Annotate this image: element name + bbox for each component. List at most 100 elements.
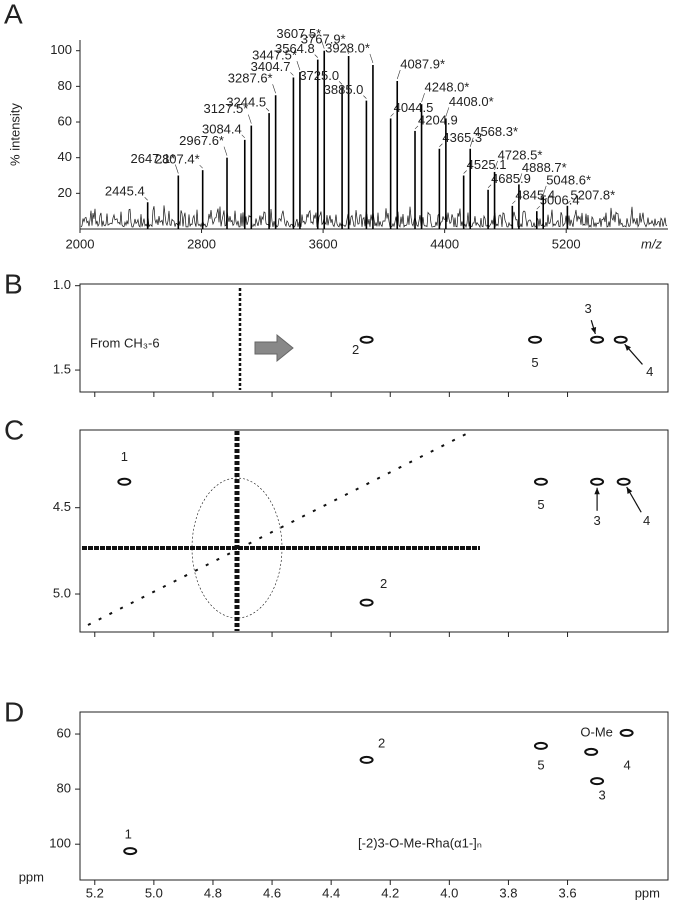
peak-label: 5	[537, 497, 544, 512]
x-axis-label: ppm	[635, 885, 660, 900]
noise	[80, 205, 668, 229]
leader-line	[345, 44, 349, 55]
leader-line	[320, 39, 325, 49]
peak-label: 2	[378, 735, 385, 750]
leader-line	[248, 114, 252, 124]
peak-label: 3127.5*	[203, 101, 248, 116]
arrow-head	[626, 486, 633, 494]
cross-peak	[584, 747, 599, 756]
y-tick-label: 60	[58, 113, 72, 128]
peak-label: 2807.4*	[155, 152, 200, 167]
peak-label: 4044.5	[394, 100, 434, 115]
y-tick-label: 100	[49, 836, 71, 851]
leader-line	[421, 93, 425, 103]
cross-peak	[590, 777, 605, 786]
leader-line	[494, 160, 498, 171]
leader-line	[290, 72, 294, 76]
panel-letter: A	[4, 0, 23, 29]
peak-label: 3885.0	[324, 82, 364, 97]
leader-line	[144, 197, 148, 201]
peak-label: 3767.9*	[301, 31, 346, 46]
peak-label: 3244.5	[226, 95, 266, 110]
peak-label: 4845.4	[515, 187, 555, 202]
peak-label: 3928.0*	[325, 40, 370, 55]
y-tick-label: 1.5	[53, 362, 71, 377]
x-tick-label: 5200	[552, 236, 581, 251]
x-tick-label: 3.8	[499, 885, 517, 900]
y-tick-label: 1.0	[53, 277, 71, 292]
peak-label: 3607.5*	[276, 26, 321, 41]
panel-letter: D	[4, 696, 24, 727]
arrow-head	[594, 487, 600, 495]
leader-line	[414, 125, 419, 130]
leader-line	[175, 164, 179, 174]
peak-label: 3	[593, 513, 600, 528]
leader-line	[363, 95, 367, 99]
leader-line	[390, 113, 394, 117]
arrow	[254, 333, 294, 363]
leader-line	[241, 134, 245, 139]
leader-line	[369, 53, 374, 64]
peak-label: 4568.3*	[473, 124, 518, 139]
peak-label: 3725.0	[299, 68, 339, 83]
panel-letter: C	[4, 414, 24, 445]
leader-line	[542, 185, 547, 196]
peak-label: 4	[624, 757, 631, 772]
cross-peak	[533, 477, 548, 486]
cross-peak	[533, 741, 548, 750]
leader-line	[199, 164, 203, 169]
peak-label: 5207.8*	[570, 187, 615, 202]
y-tick-label: 80	[57, 781, 71, 796]
peak-label: 2967.6*	[179, 133, 224, 148]
peak-label: 2	[380, 576, 387, 591]
leader-line	[463, 170, 467, 174]
peak-label: 4087.9*	[400, 56, 445, 71]
peak-label: 3	[598, 788, 605, 803]
leader-line	[296, 60, 301, 71]
y-axis-label: ppm	[19, 869, 44, 884]
x-tick-label: 3.6	[558, 885, 576, 900]
cross-peak	[590, 477, 605, 486]
arrow-head	[624, 344, 631, 351]
peak-label: 4525.1	[467, 157, 507, 172]
peak-label: 3404.7	[251, 59, 291, 74]
leader-line	[272, 84, 276, 94]
leader-line	[314, 54, 318, 58]
cross-peak	[619, 728, 634, 737]
cross-peak	[123, 847, 138, 856]
peak-label: 4685.9	[491, 171, 531, 186]
y-tick-label: 40	[58, 149, 72, 164]
cross-peak	[359, 335, 374, 344]
decor	[82, 288, 480, 631]
cross-peak	[590, 335, 605, 344]
x-tick-label: 4.2	[381, 885, 399, 900]
peak-label: 2	[352, 342, 359, 357]
peak-label: 1	[125, 827, 132, 842]
y-tick-label: 20	[58, 185, 72, 200]
peak-label: 2647.1*	[130, 151, 175, 166]
solvent-cloud	[191, 477, 283, 619]
leader-line	[396, 69, 401, 80]
x-tick-label: 3600	[309, 236, 338, 251]
annotation: From CH₃-6	[90, 335, 160, 350]
peak-label: 4204.9	[418, 112, 458, 127]
leader-line	[536, 205, 540, 210]
peak-label: 5	[531, 355, 538, 370]
arrow-head	[590, 326, 597, 334]
cross-peak	[359, 598, 374, 607]
peak-label: 3	[584, 301, 591, 316]
y-axis-label: % intensity	[7, 103, 22, 166]
x-axis-label: m/z	[641, 236, 662, 251]
panel-letter: B	[4, 268, 23, 299]
leader-line	[223, 146, 228, 156]
x-tick-label: 5.2	[86, 885, 104, 900]
leader-line	[512, 200, 516, 205]
leader-line	[265, 107, 270, 112]
x-tick-label: 4.4	[322, 885, 340, 900]
x-tick-label: 4.6	[263, 885, 281, 900]
leader-line	[487, 184, 492, 188]
peak-label: 3564.8	[275, 41, 315, 56]
peak-label: 4888.7*	[522, 160, 567, 175]
x-tick-label: 4.0	[440, 885, 458, 900]
